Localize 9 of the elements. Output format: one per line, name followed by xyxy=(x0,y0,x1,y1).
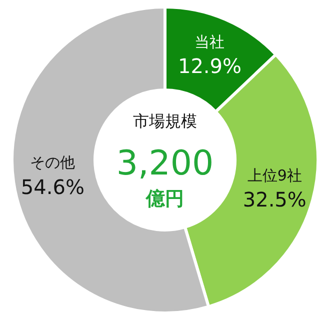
text: 億円 xyxy=(145,188,184,210)
data-label: 32.5% xyxy=(242,188,306,212)
slice-label: 上位9社 xyxy=(247,166,302,184)
data-label: 54.6% xyxy=(20,174,84,199)
text: 市場規模 xyxy=(133,111,197,130)
text: 3,200 xyxy=(116,143,214,184)
data-label: 12.9% xyxy=(178,54,242,78)
slice-label: 当社 xyxy=(194,32,225,51)
slice-label: その他 xyxy=(30,153,76,172)
